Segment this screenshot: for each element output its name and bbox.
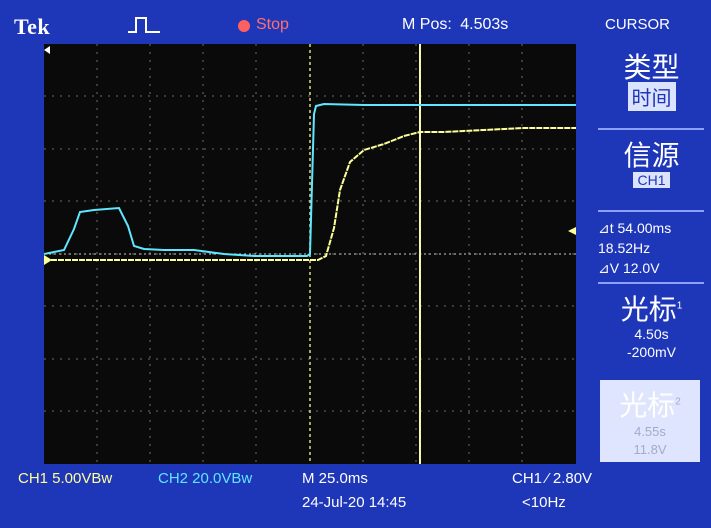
waveform-svg	[44, 44, 576, 464]
top-status-bar: Tek Stop M Pos: 4.503s CURSOR	[0, 0, 711, 44]
ch1-ground-marker-icon	[44, 255, 52, 265]
trigger-position-marker-icon	[44, 46, 50, 54]
pulse-icon	[128, 16, 160, 34]
trigger-setting: CH1 ⁄ 2.80V	[512, 470, 593, 487]
waveform-display	[44, 44, 576, 464]
cursor-1-volt: -200mV	[626, 344, 677, 360]
type-value-button[interactable]: 时间	[592, 82, 711, 111]
cursor-2-title-label: 光标	[619, 390, 676, 421]
inverse-delta-t-readout: 18.52Hz	[598, 240, 651, 256]
cursor-2-button[interactable]: 光标2 4.55s 11.8V	[600, 380, 700, 462]
cursor-1-title[interactable]: 光标1	[592, 288, 711, 328]
ch1-scale: CH1 5.00VBw	[18, 470, 113, 487]
cursor-2-index: 2	[675, 396, 681, 408]
date-time: 24-Jul-20 14:45	[302, 494, 407, 511]
type-title: 类型	[623, 52, 680, 83]
source-value-button[interactable]: CH1	[592, 172, 711, 190]
trigger-frequency: <10Hz	[522, 494, 566, 511]
source-title: 信源	[623, 140, 680, 171]
delta-v-readout: ⊿V 12.0V	[598, 260, 660, 276]
cursor-2-volt: 11.8V	[633, 442, 667, 457]
type-value: 时间	[627, 82, 676, 111]
trigger-level-marker-icon	[568, 227, 576, 235]
horizontal-position: M Pos: 4.503s	[402, 16, 508, 34]
menu-title: CURSOR	[605, 16, 671, 33]
separator	[598, 128, 704, 130]
ch2-waveform	[44, 102, 576, 257]
cursor-side-menu: 类型 时间 信源 CH1 ⊿t 54.00ms 18.52Hz ⊿V 12.0V…	[592, 44, 711, 464]
horizontal-position-label: M Pos:	[402, 16, 452, 33]
separator	[598, 210, 704, 212]
delta-t-readout: ⊿t 54.00ms	[598, 220, 672, 236]
stop-indicator-icon	[238, 20, 250, 32]
cursor-2-title: 光标2	[600, 384, 700, 424]
separator	[598, 282, 704, 284]
horizontal-position-value: 4.503s	[460, 16, 509, 33]
run-status: Stop	[256, 16, 289, 33]
source-value: CH1	[633, 172, 670, 188]
brand-logo: Tek	[14, 14, 51, 39]
ch2-scale: CH2 20.0VBw	[158, 470, 253, 487]
bottom-status-bar: CH1 5.00VBw CH2 20.0VBw M 25.0ms 24-Jul-…	[0, 464, 711, 528]
ch1-waveform	[44, 127, 576, 261]
cursor-1-time: 4.50s	[634, 326, 669, 342]
cursor-1-index: 1	[676, 300, 683, 312]
cursor-2-time: 4.55s	[634, 424, 666, 439]
cursor-1-title-label: 光标	[620, 294, 677, 325]
timebase: M 25.0ms	[302, 470, 368, 487]
